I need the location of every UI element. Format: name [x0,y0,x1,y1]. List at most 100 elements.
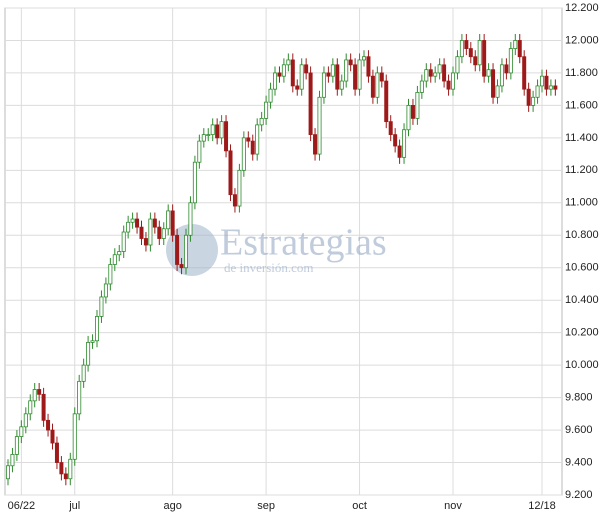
candle-body [246,137,251,142]
candle-body [72,413,77,460]
candle-body [370,75,375,98]
y-tick-label: 10.400 [565,294,599,306]
candle-body [14,436,19,455]
candle-body [277,72,282,77]
y-tick-label: 10.600 [565,262,599,274]
candle-body [50,429,55,444]
candle-body [335,64,340,90]
candle-body [112,254,117,265]
candle-body [290,59,295,87]
candle-body [531,96,536,106]
candle-body [361,56,366,61]
x-tick-label: ago [163,500,181,512]
candle-body [548,85,553,90]
candle-body [455,56,460,74]
candle-body [508,48,513,74]
y-tick-label: 9.800 [565,392,593,404]
candle-body [504,64,509,74]
candle-body [402,129,407,158]
candle-body [139,226,144,239]
candle-body [517,40,522,58]
candle-body [99,296,104,317]
candle-body [19,426,24,437]
candle-body [90,340,95,343]
candle-body [326,72,331,77]
candle-body [540,75,545,87]
candle-body [424,69,429,82]
candle-body [59,462,64,475]
candle-body [126,221,131,233]
candle-body [86,342,91,366]
candle-body [224,121,229,152]
plot-area [4,7,563,496]
watermark-title: Estrategias [220,222,387,264]
y-tick-label: 9.400 [565,456,593,468]
candle-body [553,85,558,90]
candle-body [28,400,33,415]
candle-body [215,124,220,139]
candle-body [286,59,291,66]
candle-body [477,40,482,66]
y-tick-label: 11.800 [565,67,598,79]
candle-body [321,72,326,98]
y-tick-label: 11.000 [565,197,598,209]
candle-body [103,283,108,298]
x-tick-label: oct [352,500,367,512]
candle-body [522,56,527,90]
candle-body [108,264,113,285]
candle-body [219,121,224,139]
candle-body [68,458,73,480]
candle-body [6,465,11,480]
candle-body [152,218,157,228]
candle-body [442,64,447,82]
candle-body [410,105,415,119]
candle-body [95,316,100,342]
candle-body [379,72,384,82]
candle-body [135,218,140,228]
candle-body [419,80,424,93]
candle-body [375,72,380,98]
candle-body [339,80,344,90]
candle-body [170,210,175,236]
candle-body [81,364,86,382]
x-tick-label: jul [68,500,80,512]
candle-body [366,56,371,77]
candle-body [281,64,286,77]
candle-body [317,96,322,155]
candle-body [201,134,206,142]
y-tick-label: 10.800 [565,229,599,241]
candle-body [206,134,211,137]
candle-body [37,389,42,395]
candle-body [491,69,496,98]
candle-body [468,48,473,58]
y-tick-label: 12.200 [565,2,599,14]
candle-body [143,238,148,246]
candle-body [23,413,28,428]
y-tick-label: 9.600 [565,424,593,436]
candle-body [197,140,202,163]
y-tick-label: 10.000 [565,359,599,371]
candle-body [255,124,260,155]
candle-body [188,202,193,236]
candle-body [232,194,237,207]
candle-body [308,72,313,136]
candle-body [357,59,362,90]
candle-body [237,169,242,207]
candle-body [250,140,255,155]
candle-body [259,117,264,126]
y-tick-label: 11.400 [565,132,598,144]
candle-body [446,80,451,90]
candle-body [117,251,122,256]
candle-body [437,64,442,74]
candle-body [157,226,162,239]
candle-body [10,454,15,467]
candle-body [161,228,166,239]
y-tick-label: 11.600 [565,99,598,111]
x-tick-label: sep [257,500,275,512]
candle-body [241,137,246,171]
candle-body [393,134,398,147]
y-tick-label: 11.200 [565,164,598,176]
x-tick-label: 12/18 [528,500,556,512]
candle-body [388,121,393,136]
y-tick-label: 10.200 [565,327,599,339]
